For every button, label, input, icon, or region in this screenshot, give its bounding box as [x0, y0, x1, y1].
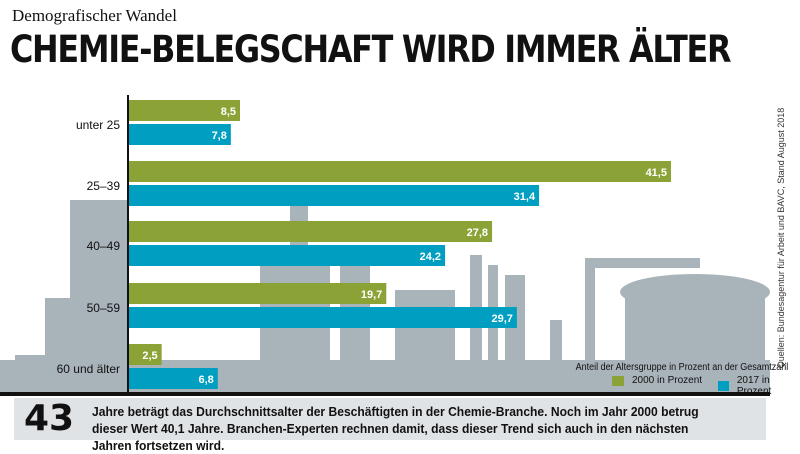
legend-label: 2000 in Prozent	[632, 375, 703, 386]
source-note: Quellen: Bundesagentur für Arbeit und BA…	[776, 107, 786, 369]
bar	[129, 161, 671, 182]
data-label: 19,7	[361, 289, 382, 301]
category-label: 60 und älter	[57, 362, 120, 376]
bar	[129, 283, 387, 304]
data-label: 2,5	[142, 350, 157, 362]
data-label: 8,5	[221, 106, 236, 118]
legend-label: 2017 in Prozent	[736, 375, 772, 397]
divider	[0, 392, 770, 396]
category-label: 50–59	[87, 301, 121, 315]
kicker: Demografischer Wandel	[12, 6, 177, 25]
data-label: 6,8	[199, 374, 214, 386]
data-label: 29,7	[491, 313, 512, 325]
data-label: 31,4	[514, 191, 536, 203]
category-label: unter 25	[76, 118, 120, 132]
bar	[129, 368, 218, 389]
legend-item-2000: 2000 in Prozent	[612, 375, 702, 386]
footer-box	[14, 398, 766, 440]
legend-title: Anteil der Altersgruppe in Prozent an de…	[575, 362, 788, 373]
footer-number: 43	[24, 398, 75, 439]
bar	[129, 245, 446, 266]
bar	[129, 124, 231, 145]
page-title: CHEMIE-BELEGSCHAFT WIRD IMMER ÄLTER	[10, 28, 731, 71]
category-label: 25–39	[87, 179, 121, 193]
data-label: 41,5	[646, 167, 667, 179]
bar	[129, 185, 540, 206]
footer-text: Jahre beträgt das Durchschnittsalter der…	[92, 404, 699, 453]
data-label: 24,2	[420, 251, 441, 263]
bar	[129, 221, 493, 242]
data-label: 7,8	[212, 130, 227, 142]
legend-swatch	[612, 375, 624, 386]
bar	[129, 307, 517, 328]
bar	[129, 100, 241, 121]
legend-item-2017: 2017 in Prozent	[718, 375, 800, 397]
category-label: 40–49	[87, 239, 121, 253]
data-label: 27,8	[467, 227, 488, 239]
bar	[129, 344, 162, 365]
legend-swatch	[718, 381, 729, 391]
